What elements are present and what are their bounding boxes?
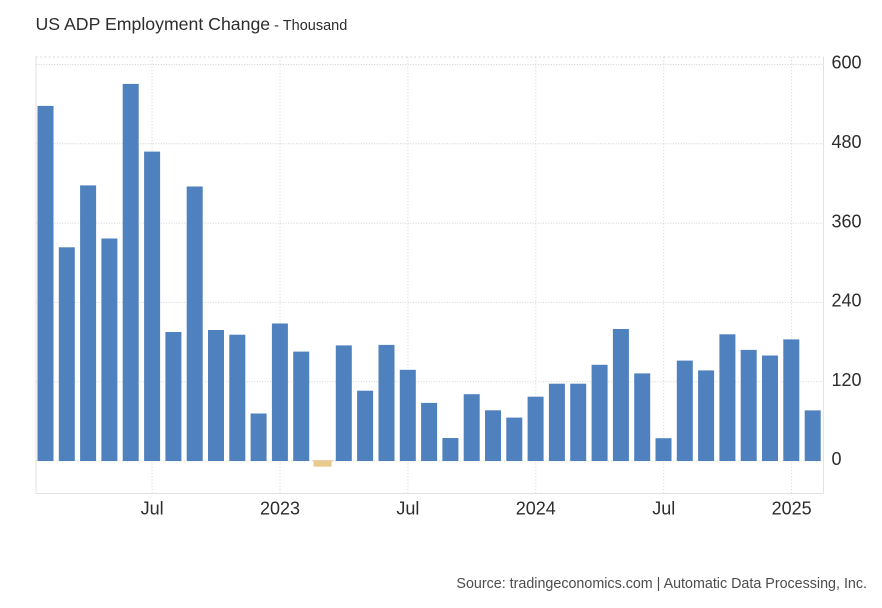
svg-text:2023: 2023: [260, 499, 300, 519]
svg-text:600: 600: [832, 53, 862, 73]
svg-text:0: 0: [832, 449, 842, 469]
svg-text:Jul: Jul: [652, 499, 675, 519]
svg-text:480: 480: [832, 132, 862, 152]
svg-text:Source: tradingeconomics.com |: Source: tradingeconomics.com | Automatic…: [456, 576, 867, 592]
svg-text:240: 240: [832, 291, 862, 311]
svg-text:360: 360: [832, 211, 862, 231]
svg-text:Jul: Jul: [141, 499, 164, 519]
svg-text:2025: 2025: [772, 499, 812, 519]
svg-text:Jul: Jul: [396, 499, 419, 519]
svg-text:2024: 2024: [516, 499, 556, 519]
svg-text:120: 120: [832, 370, 862, 390]
svg-text:US ADP Employment Change - Tho: US ADP Employment Change - Thousand: [36, 14, 348, 34]
